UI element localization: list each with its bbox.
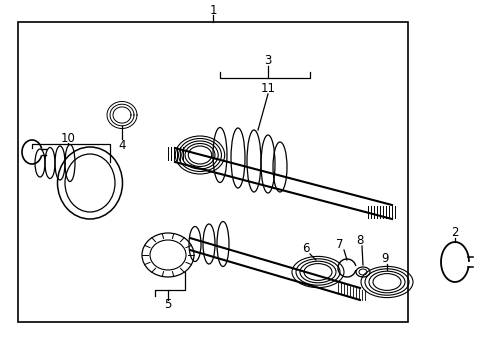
Bar xyxy=(18,22,407,322)
Text: 2: 2 xyxy=(450,225,458,239)
Text: 7: 7 xyxy=(336,238,343,251)
Text: 9: 9 xyxy=(381,252,388,265)
Text: 4: 4 xyxy=(118,139,125,152)
Text: 3: 3 xyxy=(264,54,271,67)
Text: 10: 10 xyxy=(61,131,75,144)
Text: 6: 6 xyxy=(302,242,309,255)
Text: 5: 5 xyxy=(164,298,171,311)
Text: 1: 1 xyxy=(209,4,216,17)
Text: 8: 8 xyxy=(356,234,363,247)
Text: 11: 11 xyxy=(260,81,275,95)
